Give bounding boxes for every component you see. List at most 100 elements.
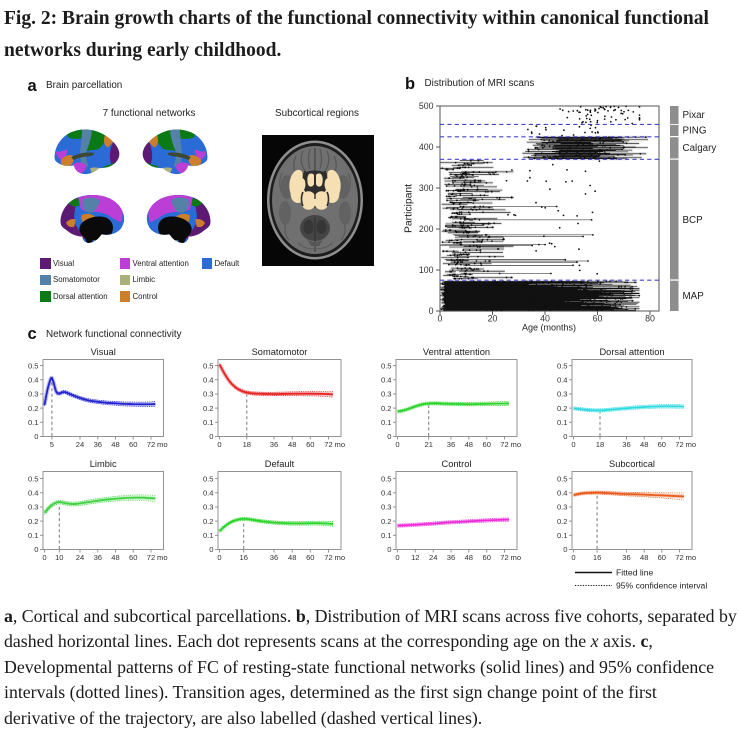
svg-text:60: 60 — [593, 313, 603, 323]
svg-text:0.5: 0.5 — [28, 361, 39, 370]
svg-text:36: 36 — [270, 440, 278, 449]
svg-text:16: 16 — [593, 553, 601, 562]
svg-text:0: 0 — [42, 553, 46, 562]
svg-text:18: 18 — [596, 440, 604, 449]
svg-text:0.1: 0.1 — [381, 531, 392, 540]
svg-text:0.4: 0.4 — [381, 489, 392, 498]
svg-text:0.4: 0.4 — [203, 376, 214, 385]
svg-text:Limbic: Limbic — [90, 459, 117, 469]
svg-text:mo: mo — [335, 440, 346, 449]
svg-text:36: 36 — [447, 553, 455, 562]
svg-text:0.4: 0.4 — [28, 489, 39, 498]
svg-text:0.2: 0.2 — [28, 517, 39, 526]
svg-text:0.2: 0.2 — [381, 517, 392, 526]
svg-text:60: 60 — [482, 440, 490, 449]
svg-text:60: 60 — [658, 440, 666, 449]
svg-text:0.2: 0.2 — [203, 517, 214, 526]
svg-text:0: 0 — [209, 432, 213, 441]
svg-text:Calgary: Calgary — [683, 143, 717, 154]
svg-text:0.3: 0.3 — [557, 390, 568, 399]
svg-text:Subcortical: Subcortical — [609, 459, 655, 469]
svg-text:48: 48 — [465, 553, 473, 562]
svg-text:0.5: 0.5 — [557, 474, 568, 483]
svg-text:500: 500 — [419, 101, 434, 111]
svg-text:Ventral attention: Ventral attention — [423, 347, 490, 357]
svg-text:Fitted line: Fitted line — [616, 568, 653, 578]
svg-text:0.3: 0.3 — [28, 503, 39, 512]
svg-text:0.5: 0.5 — [381, 474, 392, 483]
svg-text:mo: mo — [157, 440, 168, 449]
svg-text:36: 36 — [622, 440, 630, 449]
svg-text:24: 24 — [429, 553, 437, 562]
svg-text:0: 0 — [387, 545, 391, 554]
svg-text:72: 72 — [324, 440, 332, 449]
svg-text:0: 0 — [209, 545, 213, 554]
svg-text:Participant: Participant — [404, 184, 415, 233]
svg-text:12: 12 — [411, 553, 419, 562]
svg-text:mo: mo — [686, 553, 697, 562]
svg-text:Control: Control — [442, 459, 472, 469]
svg-text:0.4: 0.4 — [203, 489, 214, 498]
svg-text:72: 72 — [147, 440, 155, 449]
svg-text:36: 36 — [94, 553, 102, 562]
svg-text:0.3: 0.3 — [381, 390, 392, 399]
svg-text:0: 0 — [395, 440, 399, 449]
svg-text:Age (months): Age (months) — [522, 323, 576, 333]
svg-text:0.1: 0.1 — [557, 531, 568, 540]
svg-text:0.1: 0.1 — [381, 418, 392, 427]
svg-text:0.3: 0.3 — [381, 503, 392, 512]
svg-text:60: 60 — [306, 553, 314, 562]
svg-text:0.2: 0.2 — [381, 404, 392, 413]
svg-text:72: 72 — [324, 553, 332, 562]
svg-text:0: 0 — [217, 553, 221, 562]
svg-text:60: 60 — [658, 553, 666, 562]
svg-text:60: 60 — [306, 440, 314, 449]
svg-text:0.1: 0.1 — [203, 418, 214, 427]
svg-text:0.3: 0.3 — [203, 390, 214, 399]
svg-text:0.5: 0.5 — [381, 361, 392, 370]
svg-text:mo: mo — [511, 440, 522, 449]
svg-text:0.1: 0.1 — [28, 418, 39, 427]
svg-text:mo: mo — [335, 553, 346, 562]
svg-text:36: 36 — [447, 440, 455, 449]
svg-text:48: 48 — [111, 440, 119, 449]
svg-text:0: 0 — [34, 432, 38, 441]
svg-text:0: 0 — [571, 553, 575, 562]
svg-text:72: 72 — [675, 553, 683, 562]
svg-text:21: 21 — [424, 440, 432, 449]
svg-text:0.4: 0.4 — [557, 489, 568, 498]
svg-text:300: 300 — [419, 183, 434, 193]
svg-text:mo: mo — [686, 440, 697, 449]
svg-text:PING: PING — [683, 126, 707, 137]
svg-text:0.1: 0.1 — [203, 531, 214, 540]
svg-text:Somatomotor: Somatomotor — [252, 347, 308, 357]
svg-text:0: 0 — [34, 545, 38, 554]
svg-text:10: 10 — [55, 553, 63, 562]
svg-text:72: 72 — [500, 553, 508, 562]
svg-text:48: 48 — [288, 440, 296, 449]
svg-text:Pixar: Pixar — [683, 110, 706, 121]
svg-text:0.5: 0.5 — [557, 361, 568, 370]
svg-text:24: 24 — [76, 440, 84, 449]
svg-text:24: 24 — [76, 553, 84, 562]
svg-text:0.3: 0.3 — [28, 390, 39, 399]
svg-text:60: 60 — [129, 440, 137, 449]
svg-text:0: 0 — [563, 432, 567, 441]
svg-text:95% confidence interval: 95% confidence interval — [616, 581, 707, 591]
svg-text:18: 18 — [243, 440, 251, 449]
svg-text:40: 40 — [540, 313, 550, 323]
svg-text:20: 20 — [488, 313, 498, 323]
svg-text:72: 72 — [675, 440, 683, 449]
svg-text:48: 48 — [640, 440, 648, 449]
svg-text:0: 0 — [395, 553, 399, 562]
svg-text:0: 0 — [217, 440, 221, 449]
svg-text:0.4: 0.4 — [28, 376, 39, 385]
svg-text:48: 48 — [111, 553, 119, 562]
svg-text:200: 200 — [419, 224, 434, 234]
svg-text:0: 0 — [438, 313, 443, 323]
svg-text:400: 400 — [419, 142, 434, 152]
svg-text:0.2: 0.2 — [28, 404, 39, 413]
svg-text:mo: mo — [157, 553, 168, 562]
svg-text:0.5: 0.5 — [28, 474, 39, 483]
svg-text:72: 72 — [500, 440, 508, 449]
